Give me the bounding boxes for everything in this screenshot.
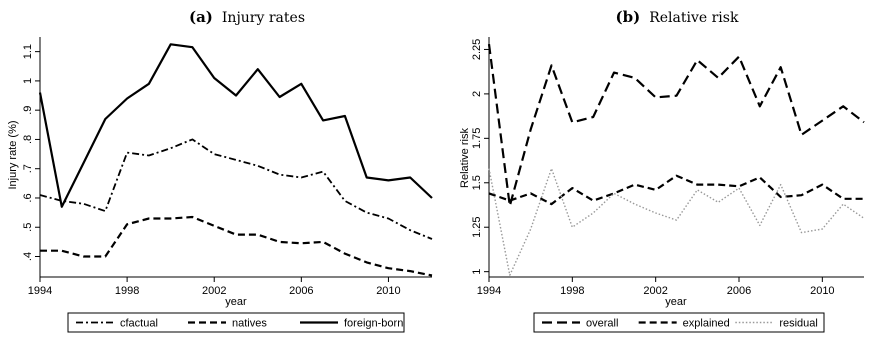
series-line-overall — [487, 43, 865, 207]
panel-b-legend-box — [533, 312, 825, 333]
panel-a-y-tick-label: .4 — [22, 252, 34, 261]
legend-label-foreign-born: foreign-born — [344, 318, 403, 330]
panel-a-x-tick-label: 1998 — [115, 285, 139, 297]
panel-b-x-tick-label: 1998 — [560, 285, 584, 297]
panel-a-x-tick-label: 1994 — [28, 285, 52, 297]
panel-b-y-tick-label: 1.75 — [471, 128, 483, 149]
panel-a-y-tick-label: .6 — [22, 193, 34, 202]
panel-b-x-tick-label: 2002 — [643, 285, 667, 297]
legend-label-cfactual: cfactual — [120, 318, 158, 330]
panel-b-y-tick-label: 2.25 — [471, 39, 483, 60]
panel-b-y-tick-label: 1 — [471, 269, 483, 275]
series-line-explained — [488, 174, 864, 206]
panel-a-x-tick-label: 2010 — [376, 285, 400, 297]
panel-a-y-tick-label: 1 — [22, 78, 34, 84]
panel-b-x-tick-label: 2010 — [810, 285, 834, 297]
panel-a-x-tick-label: 2006 — [289, 285, 313, 297]
panel-b-y-tick-label: 1.5 — [471, 175, 483, 190]
panel-b-y-tick-label: 2 — [471, 91, 483, 97]
panel-b-y-tick-label: 1.25 — [471, 217, 483, 238]
panel-relative-risk: (b) Relative risk year Relative risk 199… — [459, 8, 865, 333]
panel-injury-rates: (a) Injury rates year Injury rate (%) 19… — [7, 8, 433, 333]
panel-a-y-axis-label: Injury rate (%) — [7, 120, 19, 189]
panel-b-y-axis-label: Relative risk — [459, 128, 471, 188]
panel-a-x-axis-label: year — [225, 296, 247, 308]
panel-a-title-letter: (a) — [189, 8, 213, 26]
series-line-natives — [40, 215, 433, 277]
panel-b-title-letter: (b) — [616, 8, 641, 26]
panel-b-title: (b) Relative risk — [616, 8, 739, 26]
panel-b-x-tick-label: 2006 — [727, 285, 751, 297]
panel-b-x-tick-label: 1994 — [477, 285, 501, 297]
panel-b-x-axis-label: year — [665, 296, 687, 308]
panel-a-title: (a) Injury rates — [189, 8, 305, 26]
panel-b-legend: overall explained residual — [533, 312, 825, 333]
series-line-residual — [488, 167, 865, 276]
panel-a-y-tick-label: .5 — [22, 223, 34, 232]
panel-a-x-tick-label: 2002 — [202, 285, 226, 297]
panel-a-y-tick-label: .7 — [22, 164, 34, 173]
panel-a-legend: cfactual natives foreign-born — [67, 312, 405, 333]
panel-a-y-tick-label: 1.1 — [22, 44, 34, 59]
panel-a-title-text: Injury rates — [222, 10, 305, 26]
panel-a-legend-box — [67, 312, 405, 333]
panel-a-y-tick-label: .9 — [22, 106, 34, 115]
legend-label-residual: residual — [779, 318, 818, 330]
series-line-foreign-born — [38, 43, 433, 208]
legend-label-overall: overall — [586, 318, 618, 330]
panel-a-y-tick-label: .8 — [22, 135, 34, 144]
legend-label-natives: natives — [232, 318, 267, 330]
panel-b-title-text: Relative risk — [649, 10, 739, 26]
series-line-cfactual — [39, 138, 433, 240]
legend-label-explained: explained — [683, 318, 730, 330]
